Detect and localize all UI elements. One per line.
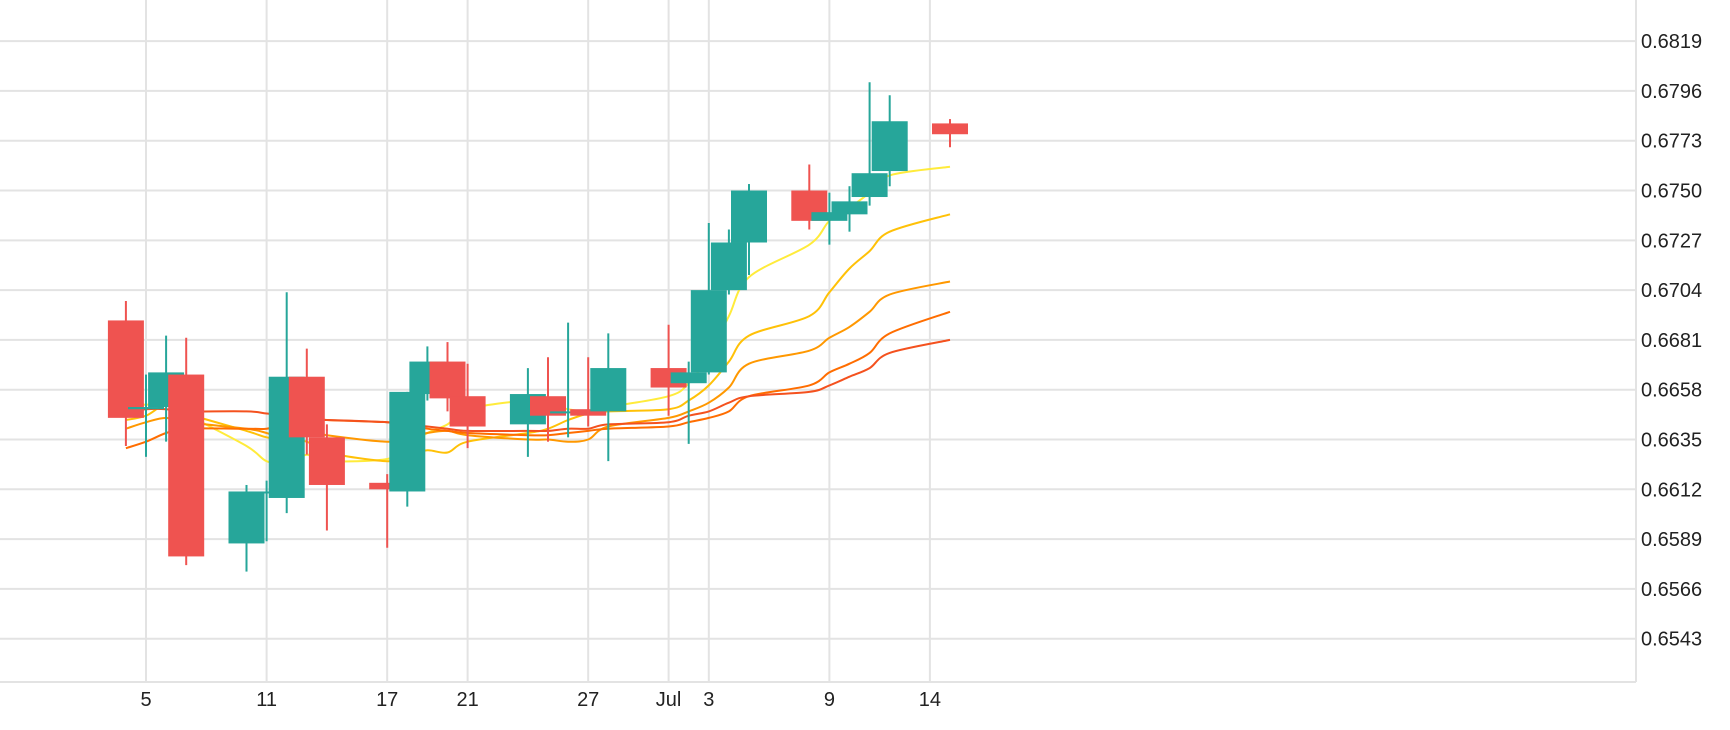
x-tick-label: 5 — [140, 689, 151, 711]
y-tick-label: 0.6543 — [1641, 629, 1702, 651]
y-tick-label: 0.6819 — [1641, 31, 1702, 53]
candle-body — [248, 491, 285, 494]
candle-body — [811, 212, 848, 221]
candle — [550, 322, 587, 438]
y-tick-label: 0.6635 — [1641, 430, 1702, 452]
candle-body — [228, 491, 265, 544]
x-tick-label: 21 — [456, 689, 478, 711]
candle-body — [550, 411, 587, 414]
x-tick-label: 14 — [919, 689, 941, 711]
candle-body — [429, 361, 466, 399]
candle — [530, 357, 566, 442]
y-axis: 0.6819 0.6796 0.6773 0.6750 0.6727 0.6704 0.66… — [1641, 31, 1702, 651]
x-tick-label: 9 — [824, 689, 835, 711]
candle-body — [288, 376, 325, 438]
y-tick-label: 0.6773 — [1641, 131, 1702, 153]
candle — [670, 361, 707, 444]
candle — [369, 474, 406, 548]
x-tick-label: 17 — [376, 689, 398, 711]
candle — [710, 229, 747, 295]
moving-average-line — [125, 280, 951, 443]
candle — [389, 391, 426, 507]
y-tick-label: 0.6566 — [1641, 579, 1702, 601]
candle — [429, 342, 466, 412]
candle — [248, 480, 285, 542]
candle — [871, 95, 908, 187]
candle-body — [308, 437, 345, 485]
moving-average-line — [125, 338, 951, 433]
candle-body — [389, 391, 426, 492]
candle-body — [932, 123, 968, 135]
candle — [831, 186, 868, 232]
candle-body — [369, 482, 406, 490]
y-tick-label: 0.6727 — [1641, 230, 1702, 252]
x-tick-label: Jul — [656, 689, 682, 711]
candle — [590, 333, 627, 462]
y-tick-label: 0.6589 — [1641, 529, 1702, 551]
candle — [288, 348, 325, 455]
x-tick-label: 27 — [577, 689, 599, 711]
y-tick-label: 0.6796 — [1641, 81, 1702, 103]
moving-average-line — [125, 310, 951, 450]
candle-body — [871, 121, 908, 172]
y-tick-label: 0.6681 — [1641, 330, 1702, 352]
candle — [168, 337, 205, 566]
candle — [449, 363, 486, 449]
candle-body — [690, 290, 727, 373]
candle-body — [107, 320, 144, 418]
candle-body — [670, 372, 707, 384]
x-tick-label: 3 — [703, 689, 714, 711]
candle-body — [570, 409, 607, 416]
candle — [851, 82, 888, 206]
candle — [570, 357, 607, 427]
candles — [107, 82, 968, 572]
y-tick-label: 0.6658 — [1641, 380, 1702, 402]
candle-body — [168, 374, 205, 557]
y-tick-label: 0.6704 — [1641, 280, 1702, 302]
candle — [690, 223, 727, 375]
candle-body — [530, 396, 566, 416]
candle — [228, 484, 265, 572]
candle — [107, 300, 144, 447]
y-tick-label: 0.6612 — [1641, 479, 1702, 501]
candle — [650, 324, 687, 416]
candle-body — [449, 396, 486, 427]
x-axis: 5 11 17 21 27 Jul 3 9 14 — [140, 689, 941, 711]
candle — [128, 374, 164, 457]
candle-body — [731, 190, 767, 243]
candle — [308, 424, 345, 531]
grid — [0, 0, 1637, 683]
candle — [811, 192, 848, 245]
candle-body — [590, 368, 627, 412]
candle — [731, 184, 767, 275]
y-tick-label: 0.6750 — [1641, 181, 1702, 203]
candle-body — [831, 201, 868, 215]
candle-body — [128, 407, 164, 410]
candle — [932, 119, 968, 148]
candle-body — [851, 173, 888, 198]
x-tick-label: 11 — [256, 689, 277, 711]
candle-body — [710, 242, 747, 291]
